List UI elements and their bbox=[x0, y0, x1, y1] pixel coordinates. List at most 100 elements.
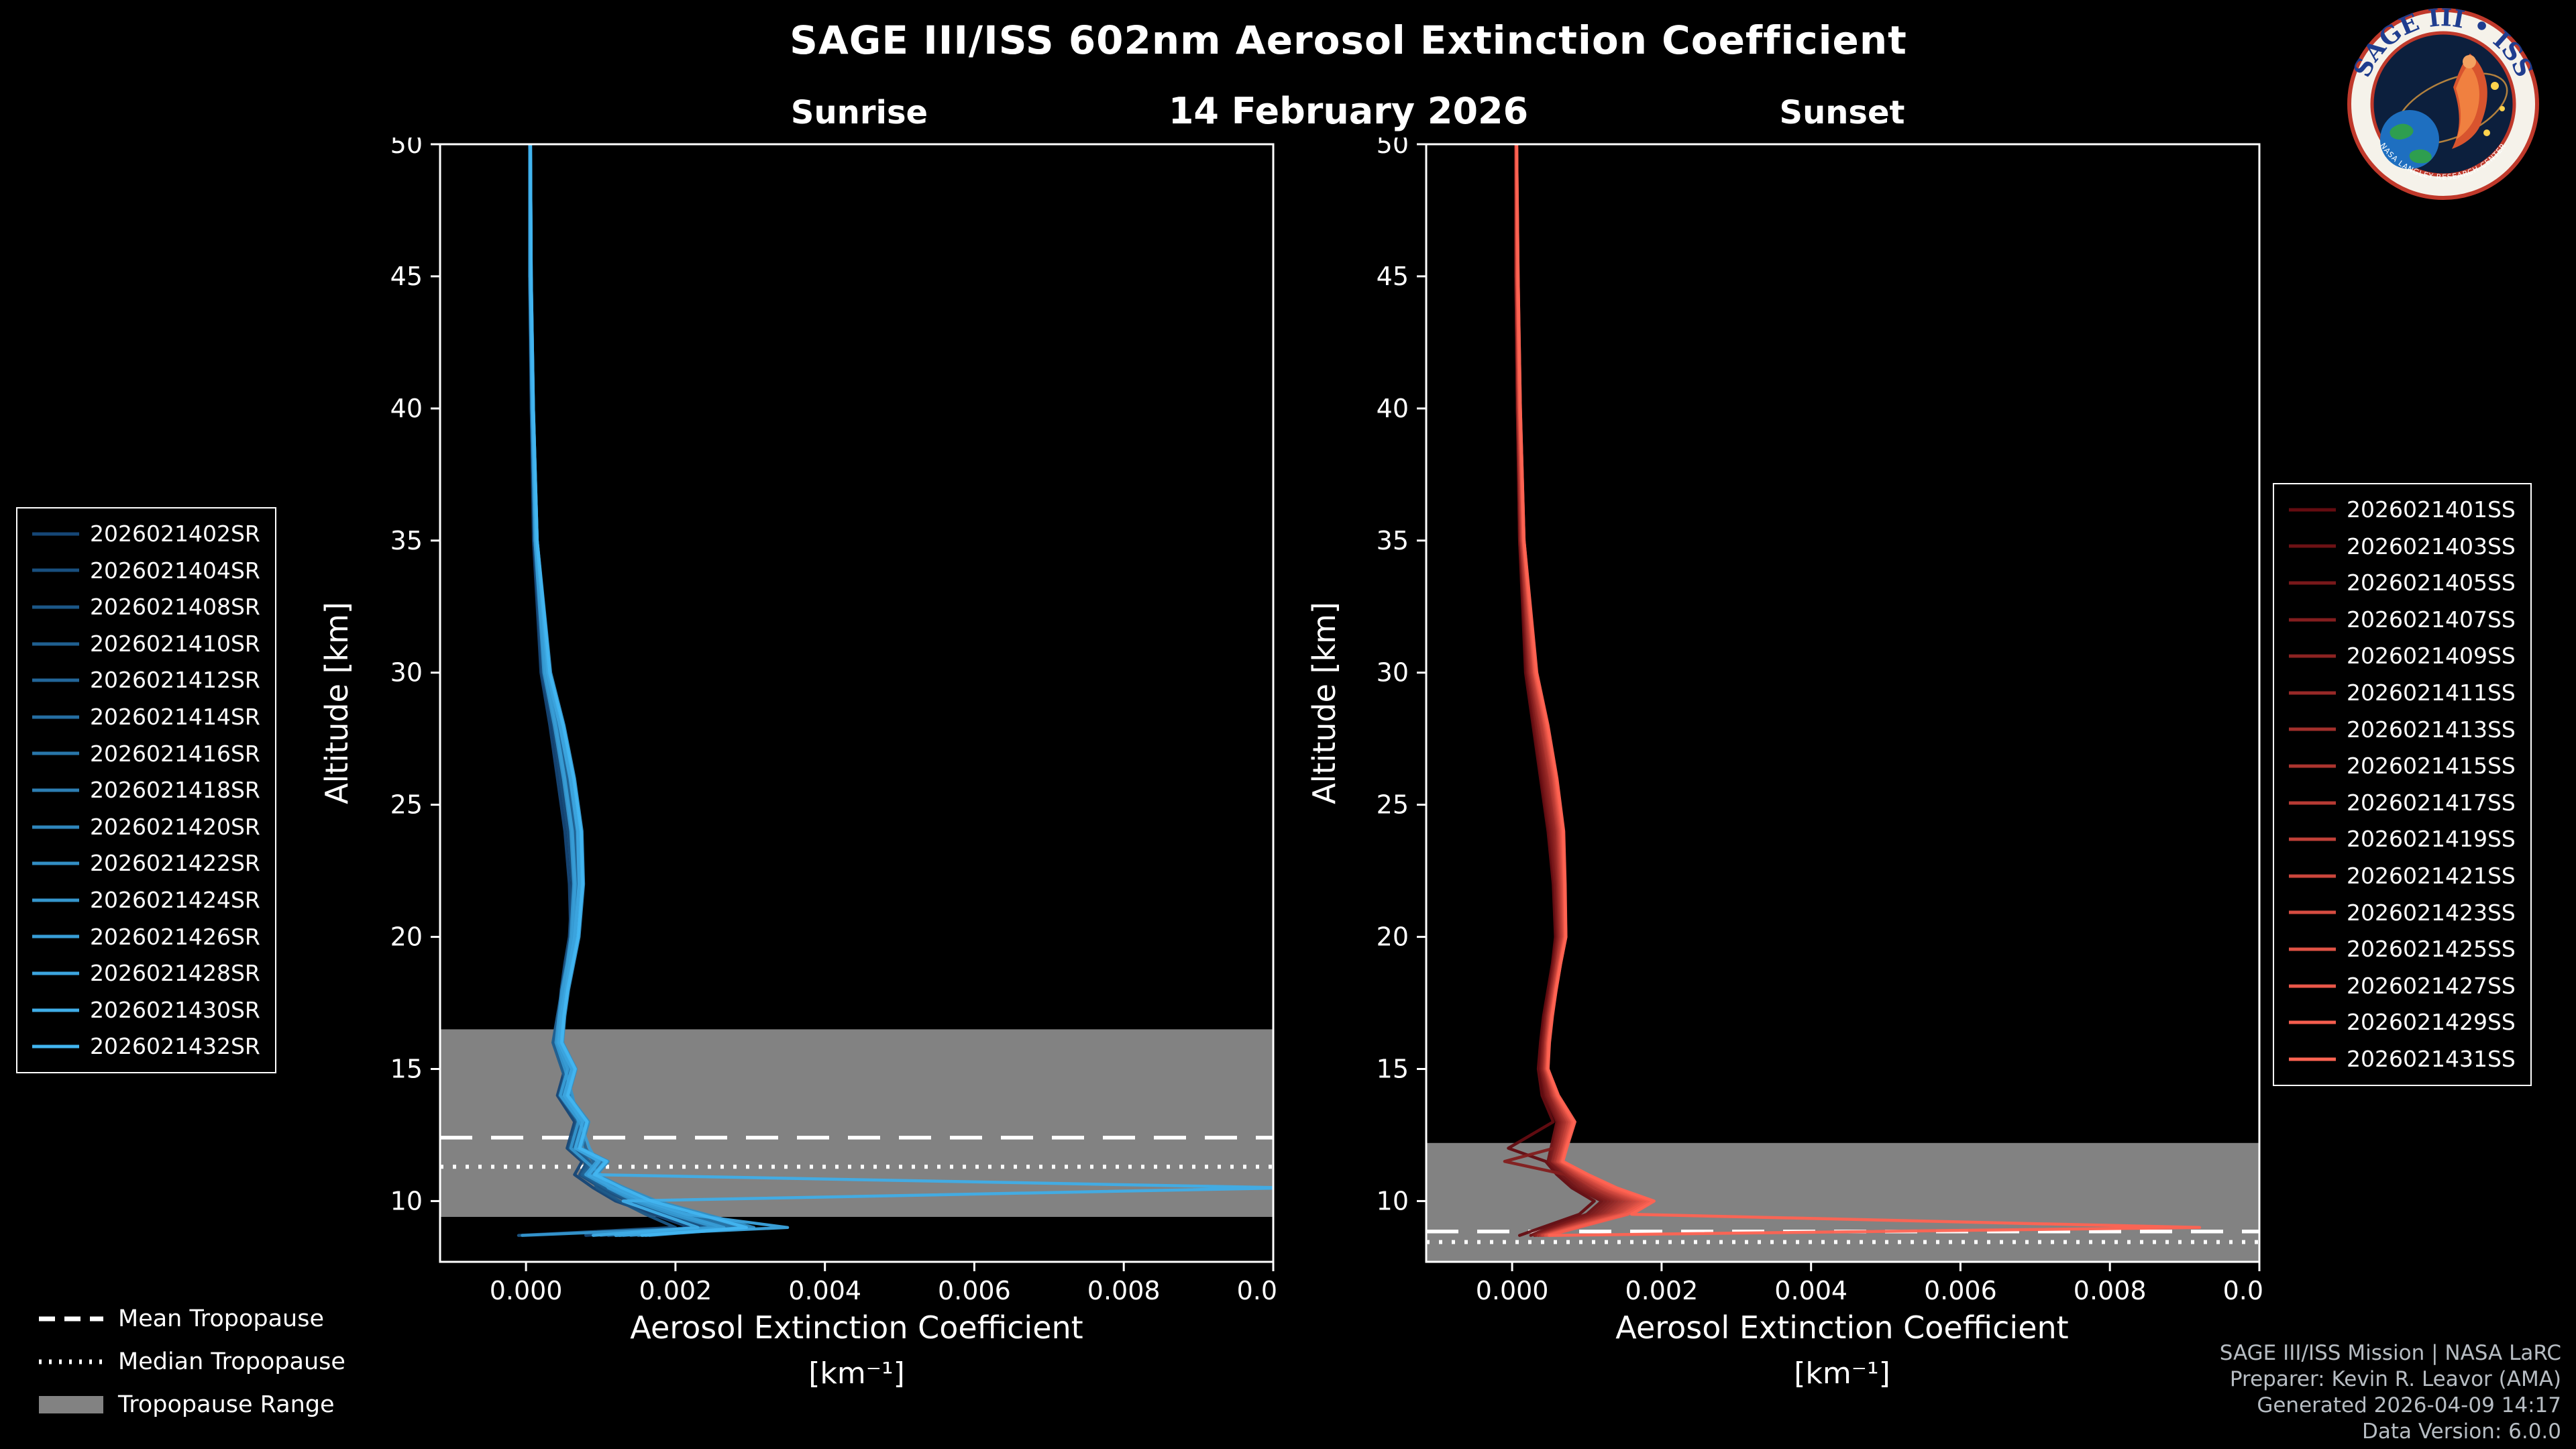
x-tick-label: 0.008 bbox=[2074, 1276, 2147, 1305]
sunrise-y-axis-label: Altitude [km] bbox=[319, 602, 355, 804]
x-tick-label: 0.004 bbox=[1774, 1276, 1847, 1305]
y-tick-label: 15 bbox=[390, 1055, 423, 1084]
sage-iss-mission-logo: SAGE III • ISS NASA LANGLEY RESEARCH CEN… bbox=[2347, 7, 2539, 200]
legend-item-2026021407SS: 2026021407SS bbox=[2289, 606, 2516, 633]
legend-line-sample bbox=[2289, 947, 2336, 951]
legend-item-2026021431SS: 2026021431SS bbox=[2289, 1046, 2516, 1073]
legend-item-2026021426SR: 2026021426SR bbox=[32, 924, 260, 951]
legend-item-2026021408SR: 2026021408SR bbox=[32, 594, 260, 621]
logo-planet-dot bbox=[2491, 82, 2499, 90]
sunset-x-axis-label: Aerosol Extinction Coefficient bbox=[1615, 1309, 2069, 1346]
legend-item-label: 2026021401SS bbox=[2347, 496, 2516, 523]
legend-item-label: 2026021414SR bbox=[90, 703, 260, 730]
sunrise-event-legend: 2026021402SR 2026021404SR 2026021408SR 2026… bbox=[16, 507, 276, 1073]
footer-version-line: Data Version: 6.0.0 bbox=[2361, 1419, 2561, 1444]
x-tick-label: 0.006 bbox=[938, 1276, 1011, 1305]
legend-line-sample bbox=[32, 934, 79, 938]
legend-item-label: 2026021411SS bbox=[2347, 679, 2516, 706]
profile-line-2026021432SR bbox=[529, 144, 748, 1237]
legend-item-2026021423SS: 2026021423SS bbox=[2289, 900, 2516, 926]
sunset-x-axis-units: [km⁻¹] bbox=[1794, 1356, 1890, 1391]
x-tick-label: 0.010 bbox=[1237, 1276, 1279, 1305]
legend-item-label: 2026021418SR bbox=[90, 777, 260, 804]
footer-preparer-line: Preparer: Kevin R. Leavor (AMA) bbox=[2229, 1367, 2561, 1391]
legend-item-label: 2026021407SS bbox=[2347, 606, 2516, 633]
legend-item-2026021401SS: 2026021401SS bbox=[2289, 496, 2516, 523]
legend-item-2026021424SR: 2026021424SR bbox=[32, 887, 260, 914]
legend-item-label: 2026021421SS bbox=[2347, 862, 2516, 889]
legend-item-label: 2026021419SS bbox=[2347, 826, 2516, 853]
legend-line-sample bbox=[2289, 654, 2336, 658]
legend-item-2026021417SS: 2026021417SS bbox=[2289, 790, 2516, 816]
legend-item-label: 2026021408SR bbox=[90, 594, 260, 621]
legend-line-sample bbox=[32, 568, 79, 572]
legend-item-2026021413SS: 2026021413SS bbox=[2289, 716, 2516, 743]
y-tick-label: 10 bbox=[1377, 1186, 1409, 1216]
legend-line-sample bbox=[32, 971, 79, 975]
legend-line-sample bbox=[2289, 910, 2336, 914]
y-tick-label: 50 bbox=[390, 138, 423, 159]
y-tick-label: 45 bbox=[1377, 262, 1409, 291]
legend-line-sample bbox=[32, 715, 79, 719]
legend-item-2026021422SR: 2026021422SR bbox=[32, 850, 260, 877]
chart-date: 14 February 2026 bbox=[1168, 90, 1529, 132]
sunrise-panel-title: Sunrise bbox=[790, 94, 928, 131]
legend-line-sample bbox=[32, 642, 79, 646]
x-tick-label: 0.008 bbox=[1087, 1276, 1161, 1305]
legend-item-2026021404SR: 2026021404SR bbox=[32, 557, 260, 584]
legend-line-sample bbox=[2289, 508, 2336, 512]
sunset-panel-title: Sunset bbox=[1779, 94, 1905, 131]
logo-planet-dot bbox=[2500, 106, 2505, 111]
logo-figure-highlight bbox=[2456, 64, 2479, 140]
legend-item-label: 2026021425SS bbox=[2347, 936, 2516, 963]
legend-item-label: 2026021432SR bbox=[90, 1033, 260, 1060]
legend-line-sample bbox=[32, 898, 79, 902]
legend-item-label: 2026021426SR bbox=[90, 923, 260, 950]
y-tick-label: 50 bbox=[1377, 138, 1409, 159]
logo-earth-land2 bbox=[2409, 149, 2432, 164]
mean-tropopause-label: Mean Tropopause bbox=[118, 1305, 325, 1332]
legend-line-sample bbox=[2289, 544, 2336, 548]
legend-item-2026021420SR: 2026021420SR bbox=[32, 814, 260, 841]
legend-line-sample bbox=[32, 751, 79, 755]
legend-item-2026021416SR: 2026021416SR bbox=[32, 741, 260, 767]
legend-item-2026021425SS: 2026021425SS bbox=[2289, 936, 2516, 963]
legend-item-label: 2026021416SR bbox=[90, 740, 260, 767]
x-tick-label: 0.006 bbox=[1924, 1276, 1997, 1305]
legend-line-sample bbox=[32, 678, 79, 682]
tropopause-legend: Mean Tropopause Median Tropopause Tropop… bbox=[39, 1305, 345, 1418]
legend-line-sample bbox=[32, 605, 79, 609]
legend-item-label: 2026021429SS bbox=[2347, 1009, 2516, 1036]
y-tick-label: 10 bbox=[390, 1186, 423, 1216]
legend-item-label: 2026021423SS bbox=[2347, 899, 2516, 926]
legend-line-sample bbox=[2289, 764, 2336, 768]
y-tick-label: 25 bbox=[390, 790, 423, 820]
sunset-plot: 10 15 20 25 30 35 40 45 50 0.000 0.002 0.004 0.006 0.… bbox=[1377, 138, 2265, 1305]
dotted-line-sample bbox=[39, 1359, 103, 1364]
legend-item-label: 2026021430SR bbox=[90, 996, 260, 1023]
legend-item-label: 2026021427SS bbox=[2347, 972, 2516, 999]
y-tick-label: 30 bbox=[390, 658, 423, 688]
legend-line-sample bbox=[2289, 1020, 2336, 1024]
sunrise-plot: 10 15 20 25 30 35 40 45 50 0.000 0.002 0.004 0.006 0.… bbox=[390, 138, 1279, 1305]
dashed-line-sample bbox=[39, 1316, 103, 1322]
y-tick-label: 40 bbox=[1377, 394, 1409, 423]
profile-line-2026021426SR bbox=[528, 144, 726, 1237]
legend-item-label: 2026021422SR bbox=[90, 850, 260, 877]
y-tick-label: 35 bbox=[390, 526, 423, 555]
legend-item-2026021428SR: 2026021428SR bbox=[32, 960, 260, 987]
legend-item-label: 2026021413SS bbox=[2347, 716, 2516, 743]
x-tick-label: 0.002 bbox=[639, 1276, 712, 1305]
legend-item-label: 2026021428SR bbox=[90, 960, 260, 987]
legend-item-2026021415SS: 2026021415SS bbox=[2289, 753, 2516, 780]
y-tick-label: 40 bbox=[390, 394, 423, 423]
sunset-y-axis-label: Altitude [km] bbox=[1306, 602, 1342, 804]
footer-mission-line: SAGE III/ISS Mission | NASA LaRC bbox=[2219, 1341, 2561, 1365]
legend-line-sample bbox=[2289, 727, 2336, 731]
legend-item-2026021427SS: 2026021427SS bbox=[2289, 973, 2516, 1000]
legend-line-sample bbox=[2289, 581, 2336, 585]
legend-line-sample bbox=[32, 1044, 79, 1049]
legend-line-sample bbox=[2289, 691, 2336, 695]
legend-item-2026021430SR: 2026021430SR bbox=[32, 997, 260, 1024]
x-tick-label: 0.002 bbox=[1625, 1276, 1699, 1305]
